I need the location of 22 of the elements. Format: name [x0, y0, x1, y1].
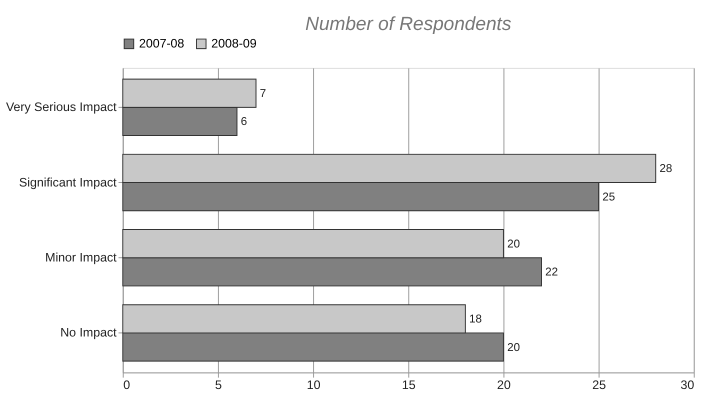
x-tick-label: 20 — [497, 378, 511, 392]
legend-label: 2008-09 — [211, 36, 257, 51]
data-label: 7 — [260, 88, 266, 100]
chart-title: Number of Respondents — [305, 14, 512, 35]
data-label: 6 — [240, 116, 248, 128]
data-label: 20 — [507, 342, 520, 354]
data-label: 22 — [545, 266, 558, 279]
y-tick-label: Minor Impact — [45, 250, 118, 265]
data-label: 18 — [469, 314, 482, 326]
data-label: 25 — [602, 191, 616, 204]
x-tick-label: 5 — [214, 378, 222, 392]
data-label: 20 — [507, 238, 520, 250]
x-tick-label: 0 — [123, 378, 130, 392]
x-tick-label: 25 — [592, 378, 606, 392]
y-tick-label: Significant Impact — [19, 175, 118, 190]
data-label: 28 — [660, 163, 672, 176]
legend-label: 2007-08 — [138, 36, 184, 51]
x-tick-label: 30 — [680, 378, 694, 392]
x-tick-label: 15 — [402, 378, 416, 392]
y-tick-label: Very Serious Impact — [6, 100, 118, 114]
y-tick-label: No Impact — [60, 326, 118, 340]
x-tick-label: 10 — [306, 378, 321, 392]
